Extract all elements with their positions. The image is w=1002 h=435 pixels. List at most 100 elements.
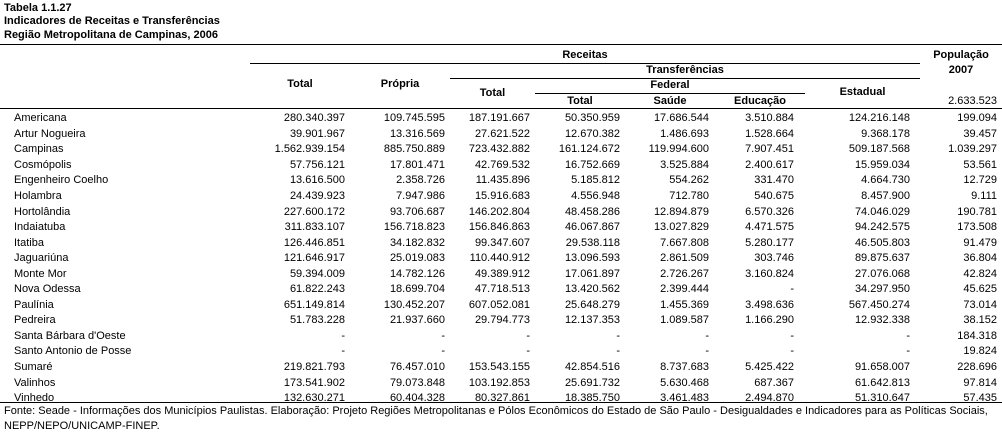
educacao-header: Educação	[734, 95, 786, 107]
row-total: 121.646.917	[283, 252, 345, 265]
row-educacao: 3.510.884	[745, 112, 794, 125]
table-row: Nova Odessa 61.822.243 18.699.704 47.718.51…	[0, 282, 1002, 298]
row-federal-total: -	[616, 345, 620, 358]
row-populacao: 12.729	[963, 174, 997, 187]
row-estadual: 74.046.029	[854, 205, 910, 218]
row-federal-total: 25.691.732	[564, 376, 620, 389]
row-estadual: 89.875.637	[854, 252, 910, 265]
table-row: Paulínia 651.149.814 130.452.207 607.052.08…	[0, 298, 1002, 314]
row-federal-total: 17.061.897	[564, 267, 620, 280]
transferencias-header: Transferências	[646, 64, 724, 76]
row-transf-total: 99.347.607	[474, 236, 530, 249]
row-transf-total: 723.432.882	[468, 143, 530, 156]
row-populacao: 38.152	[963, 314, 997, 327]
row-educacao: 687.367	[754, 376, 794, 389]
estadual-header: Estadual	[839, 86, 886, 98]
row-total: 651.149.814	[283, 298, 345, 311]
row-populacao: 45.625	[963, 283, 997, 296]
row-federal-total: 16.752.669	[564, 158, 620, 171]
row-transf-total: 47.718.513	[474, 283, 530, 296]
row-educacao: 7.907.451	[745, 143, 794, 156]
row-saude: 1.455.369	[660, 298, 709, 311]
row-total: -	[341, 345, 345, 358]
table-row: Holambra 24.439.923 7.947.986 15.916.683 4.5…	[0, 189, 1002, 205]
row-municipality: Nova Odessa	[14, 283, 81, 296]
row-saude: 3.461.483	[660, 392, 709, 405]
row-municipality: Hortolândia	[14, 205, 71, 218]
table-row: Monte Mor 59.394.009 14.782.126 49.389.912 1…	[0, 266, 1002, 282]
row-propria: 25.019.083	[389, 252, 445, 265]
row-municipality: Americana	[14, 112, 67, 125]
row-estadual: 51.310.647	[854, 392, 910, 405]
row-saude: 1.486.693	[660, 127, 709, 140]
row-total: 280.340.397	[283, 112, 345, 125]
table-row: Campinas 1.562.939.154 885.750.889 723.432.…	[0, 142, 1002, 158]
table-row: Hortolândia 227.600.172 93.706.687 146.202.…	[0, 204, 1002, 220]
row-propria: 21.937.660	[389, 314, 445, 327]
table-row: Indaiatuba 311.833.107 156.718.823 156.846.…	[0, 220, 1002, 236]
row-total: 1.562.939.154	[274, 143, 345, 156]
row-estadual: -	[906, 345, 910, 358]
row-saude: 8.737.683	[660, 361, 709, 374]
total-population: 2.633.523	[948, 95, 997, 107]
row-municipality: Vinhedo	[14, 392, 55, 405]
row-educacao: 2.400.617	[745, 158, 794, 171]
row-educacao: 331.470	[754, 174, 794, 187]
row-estadual: 61.642.813	[854, 376, 910, 389]
row-transf-total: 11.435.896	[475, 174, 530, 187]
row-populacao: 97.814	[963, 376, 997, 389]
row-propria: 109.745.595	[383, 112, 445, 125]
row-municipality: Pedreira	[14, 314, 56, 327]
populacao-year-header: 2007	[948, 64, 974, 76]
header-bottom-rule	[0, 108, 1002, 109]
row-estadual: 509.187.568	[848, 143, 910, 156]
table-title: Indicadores de Receitas e Transferências	[4, 15, 220, 27]
row-educacao: 1.166.290	[745, 314, 794, 327]
row-municipality: Itatiba	[14, 236, 44, 249]
row-educacao: 4.471.575	[745, 221, 794, 234]
row-propria: -	[441, 345, 445, 358]
row-municipality: Valinhos	[14, 376, 56, 389]
row-transf-total: 110.440.912	[469, 252, 530, 265]
table-row: Artur Nogueira 39.901.967 13.316.569 27.621…	[0, 127, 1002, 143]
table-row: Engenheiro Coelho 13.616.500 2.358.726 11.4…	[0, 173, 1002, 189]
row-total: 39.901.967	[289, 127, 345, 140]
table-row: Cosmópolis 57.756.121 17.801.471 42.769.532…	[0, 158, 1002, 174]
row-municipality: Cosmópolis	[14, 158, 72, 171]
source-note: Fonte: Seade - Informações dos Município…	[4, 405, 988, 432]
table-row: Americana 280.340.397 109.745.595 187.191.6…	[0, 111, 1002, 127]
row-populacao: 36.804	[963, 252, 997, 265]
row-educacao: -	[790, 345, 794, 358]
row-educacao: -	[790, 283, 794, 296]
body-bottom-rule	[0, 402, 1002, 403]
row-saude: 2.399.444	[660, 283, 709, 296]
row-populacao: 9.111	[971, 190, 997, 202]
row-municipality: Monte Mor	[14, 267, 67, 280]
row-federal-total: 12.670.382	[564, 127, 620, 140]
row-populacao: 199.094	[957, 112, 997, 125]
row-educacao: 5.425.422	[745, 361, 794, 374]
row-propria: 17.801.471	[389, 158, 445, 171]
row-propria: 2.358.726	[396, 174, 445, 187]
row-populacao: 39.457	[963, 127, 997, 140]
row-saude: 712.780	[669, 190, 709, 202]
row-populacao: 73.014	[963, 298, 997, 311]
table-row: Jaguariúna 121.646.917 25.019.083 110.440.9…	[0, 251, 1002, 267]
row-transf-total: 15.916.683	[474, 190, 530, 202]
row-educacao: 303.746	[754, 252, 794, 265]
row-municipality: Holambra	[14, 190, 62, 202]
row-total: 311.833.107	[284, 221, 345, 234]
row-estadual: 124.216.148	[848, 112, 910, 125]
row-transf-total: 27.621.522	[474, 127, 530, 140]
receitas-header: Receitas	[562, 49, 608, 61]
row-populacao: 190.781	[957, 205, 997, 218]
row-propria: -	[441, 329, 445, 342]
row-transf-total: 80.327.861	[474, 392, 530, 405]
row-saude: 5.630.468	[660, 376, 709, 389]
row-federal-total: 50.350.959	[564, 112, 620, 125]
row-estadual: 567.450.274	[848, 298, 910, 311]
row-total: 126.446.851	[283, 236, 345, 249]
row-saude: 12.894.879	[653, 205, 709, 218]
federal-header: Federal	[650, 79, 690, 91]
table-row: Santo Antonio de Posse - - - - - - - 19.824	[0, 344, 1002, 360]
